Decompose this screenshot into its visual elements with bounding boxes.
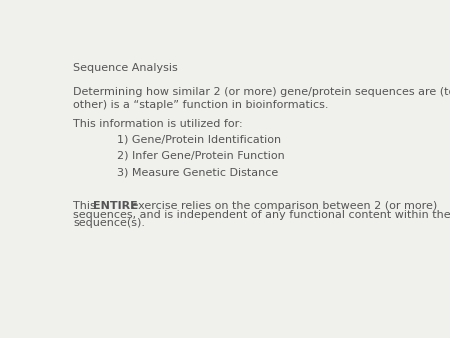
Text: sequence(s).: sequence(s).: [73, 218, 145, 228]
Text: exercise relies on the comparison between 2 (or more): exercise relies on the comparison betwee…: [128, 201, 437, 211]
Text: sequences, and is independent of any functional content within the: sequences, and is independent of any fun…: [73, 210, 450, 220]
Text: 2) Infer Gene/Protein Function: 2) Infer Gene/Protein Function: [117, 151, 285, 161]
Text: 3) Measure Genetic Distance: 3) Measure Genetic Distance: [117, 167, 279, 177]
Text: Determining how similar 2 (or more) gene/protein sequences are (too each
other) : Determining how similar 2 (or more) gene…: [73, 88, 450, 110]
Text: This: This: [73, 201, 99, 211]
Text: Sequence Analysis: Sequence Analysis: [73, 63, 178, 73]
Text: 1) Gene/Protein Identification: 1) Gene/Protein Identification: [117, 135, 281, 145]
Text: This information is utilized for:: This information is utilized for:: [73, 119, 243, 129]
Text: ENTIRE: ENTIRE: [93, 201, 138, 211]
